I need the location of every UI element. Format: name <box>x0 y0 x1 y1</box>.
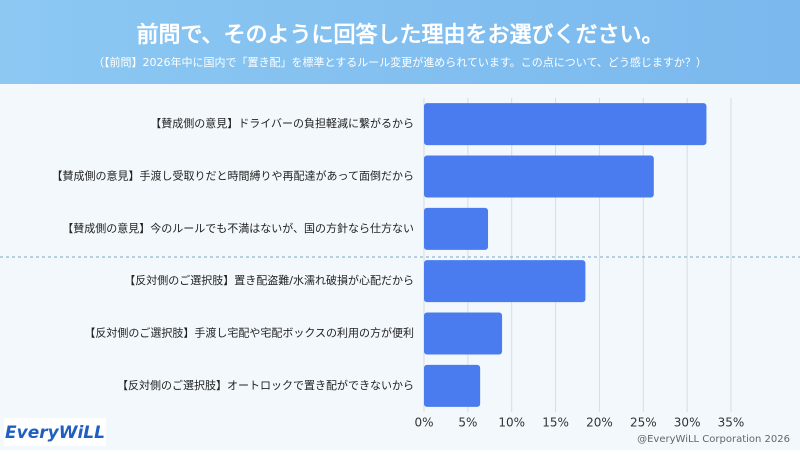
y-tick-label: 【賛成側の意見】今のルールでも不満はないが、国の方針なら仕方ない <box>62 221 414 235</box>
footer: @EveryWiLL Corporation 2026 <box>637 434 790 445</box>
header <box>0 0 800 84</box>
x-tick-label: 30% <box>674 416 701 430</box>
x-tick-label: 25% <box>630 416 657 430</box>
logo-box <box>4 418 106 446</box>
y-tick-label: 【賛成側の意見】手渡し受取りだと時間縛りや再配達があって面倒だから <box>52 169 414 183</box>
y-tick-label: 【賛成側の意見】ドライバーの負担軽減に繋がるから <box>150 116 414 130</box>
chart-title: 前問で、そのように回答した理由をお選びください。 <box>136 22 663 48</box>
x-tick-label: 35% <box>718 416 745 430</box>
logo: EveryWiLL <box>5 423 105 443</box>
bar <box>424 260 586 303</box>
bar <box>424 364 481 407</box>
chart-subtitle: （【前問】2026年中に国内で「置き配」を標準とするルール変更が進められています… <box>93 55 707 69</box>
x-tick-label: 0% <box>414 416 433 430</box>
x-tick-label: 20% <box>586 416 613 430</box>
x-tick-label: 10% <box>498 416 525 430</box>
bar <box>424 312 503 355</box>
y-tick-label: 【反対側のご選択肢】手渡し宅配や宅配ボックスの利用の方が便利 <box>84 326 414 340</box>
x-tick-label: 5% <box>458 416 477 430</box>
bar <box>424 207 489 250</box>
y-tick-label: 【反対側のご選択肢】オートロックで置き配ができないから <box>117 378 414 392</box>
y-tick-label: 【反対側のご選択肢】置き配盗難/水濡れ破損が心配だから <box>124 273 414 287</box>
bar <box>424 155 654 198</box>
bar <box>424 103 707 146</box>
x-tick-label: 15% <box>542 416 569 430</box>
